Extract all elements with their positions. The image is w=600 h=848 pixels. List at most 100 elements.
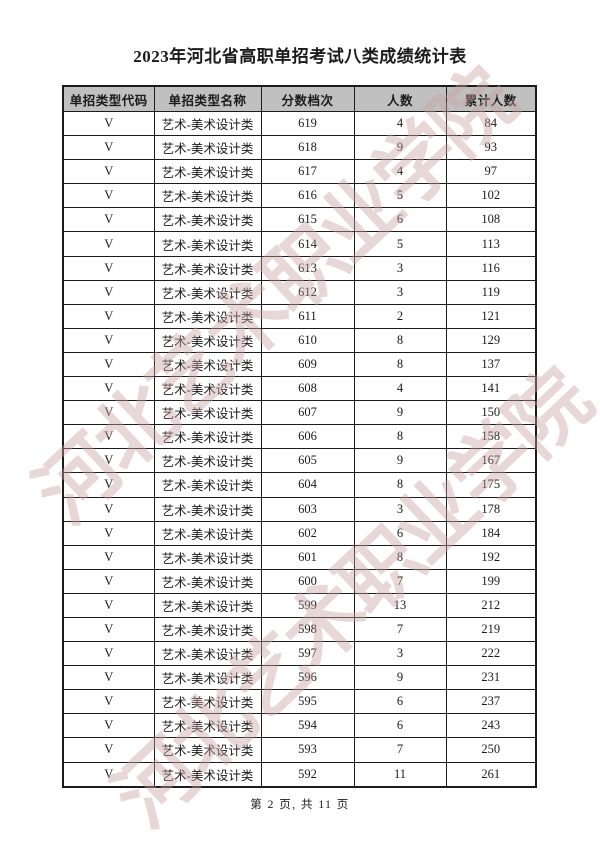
table-cell: 222 [445,641,537,667]
table-row: V 艺术-美术设计类 618 9 93 [62,135,537,161]
table-cell: 611 [260,303,355,329]
table-cell: V [62,400,155,426]
table-cell: 237 [445,689,537,715]
table-cell: 2 [353,303,447,329]
table-cell: V [62,761,155,788]
table-cell: 3 [353,496,447,522]
table-cell: 603 [260,496,355,522]
table-row: V 艺术-美术设计类 607 9 150 [62,400,537,426]
table-cell: 3 [353,279,447,305]
table-cell: V [62,713,155,739]
table-cell: V [62,207,155,233]
table-cell: 艺术-美术设计类 [153,689,262,715]
table-cell: V [62,544,155,570]
table-cell: 9 [353,135,447,161]
table-row: V 艺术-美术设计类 599 13 212 [62,592,537,618]
table-cell: V [62,376,155,402]
score-stats-table: 单招类型代码 单招类型名称 分数档次 人数 累计人数 V 艺术-美术设计类 619 4 84 V 艺… [62,85,537,788]
table-row: V 艺术-美术设计类 603 3 178 [62,496,537,522]
table-cell: 212 [445,592,537,618]
table-cell: V [62,737,155,763]
table-row: V 艺术-美术设计类 592 11 261 [62,761,537,788]
table-cell: 6 [353,713,447,739]
table-cell: 597 [260,641,355,667]
table-cell: V [62,231,155,257]
table-cell: 7 [353,616,447,643]
table-cell: 606 [260,424,355,450]
table-cell: 178 [445,496,537,522]
table-cell: 7 [353,737,447,763]
table-cell: V [62,472,155,498]
table-cell: 艺术-美术设计类 [153,544,262,570]
table-row: V 艺术-美术设计类 610 8 129 [62,327,537,353]
table-cell: 8 [353,544,447,570]
page-title: 2023年河北省高职单招考试八类成绩统计表 [133,47,467,66]
table-row: V 艺术-美术设计类 598 7 219 [62,616,537,643]
table-cell: 11 [353,761,447,788]
table-cell: 602 [260,520,355,546]
table-cell: 艺术-美术设计类 [153,496,262,522]
table-cell: V [62,641,155,667]
column-header: 累计人数 [445,85,537,112]
table-cell: V [62,159,155,185]
table-cell: 艺术-美术设计类 [153,592,262,618]
table-cell: V [62,592,155,618]
table-row: V 艺术-美术设计类 612 3 119 [62,279,537,305]
table-cell: 598 [260,616,355,643]
table-row: V 艺术-美术设计类 608 4 141 [62,376,537,402]
table-cell: 175 [445,472,537,498]
table-cell: 129 [445,327,537,353]
table-cell: 615 [260,207,355,233]
table-cell: 599 [260,592,355,618]
table-cell: 艺术-美术设计类 [153,327,262,353]
table-row: V 艺术-美术设计类 616 5 102 [62,183,537,209]
table-cell: V [62,135,155,161]
table-cell: 199 [445,568,537,594]
table-cell: 600 [260,568,355,594]
table-row: V 艺术-美术设计类 611 2 121 [62,303,537,329]
table-cell: 艺术-美术设计类 [153,448,262,474]
table-cell: V [62,303,155,329]
table-cell: 9 [353,400,447,426]
table-cell: V [62,279,155,305]
table-cell: 97 [445,159,537,185]
table-cell: 艺术-美术设计类 [153,520,262,546]
column-header: 人数 [353,85,447,112]
table-row: V 艺术-美术设计类 605 9 167 [62,448,537,474]
table-cell: 艺术-美术设计类 [153,400,262,426]
table-cell: 5 [353,231,447,257]
table-cell: 艺术-美术设计类 [153,761,262,788]
table-cell: 艺术-美术设计类 [153,231,262,257]
table-cell: 250 [445,737,537,763]
table-cell: 艺术-美术设计类 [153,665,262,691]
column-header: 单招类型名称 [153,85,262,112]
table-cell: 艺术-美术设计类 [153,207,262,233]
table-cell: 艺术-美术设计类 [153,183,262,209]
table-cell: 231 [445,665,537,691]
table-cell: 116 [445,255,537,281]
table-cell: V [62,665,155,691]
table-cell: 8 [353,327,447,353]
table-cell: 612 [260,279,355,305]
table-cell: 102 [445,183,537,209]
table-cell: 4 [353,159,447,185]
table-row: V 艺术-美术设计类 597 3 222 [62,641,537,667]
table-cell: 614 [260,231,355,257]
table-cell: 592 [260,761,355,788]
table-row: V 艺术-美术设计类 619 4 84 [62,110,537,137]
table-cell: 261 [445,761,537,788]
table-cell: 8 [353,351,447,378]
table-cell: 84 [445,110,537,137]
table-row: V 艺术-美术设计类 617 4 97 [62,159,537,185]
table-row: V 艺术-美术设计类 609 8 137 [62,351,537,378]
table-cell: 595 [260,689,355,715]
table-cell: 4 [353,376,447,402]
table-body: V 艺术-美术设计类 619 4 84 V 艺术-美术设计类 618 9 93 V 艺术-美术设计类 6… [62,110,537,788]
table-cell: 3 [353,255,447,281]
table-cell: V [62,616,155,643]
table-cell: 6 [353,520,447,546]
table-row: V 艺术-美术设计类 595 6 237 [62,689,537,715]
table-cell: V [62,448,155,474]
table-cell: V [62,689,155,715]
